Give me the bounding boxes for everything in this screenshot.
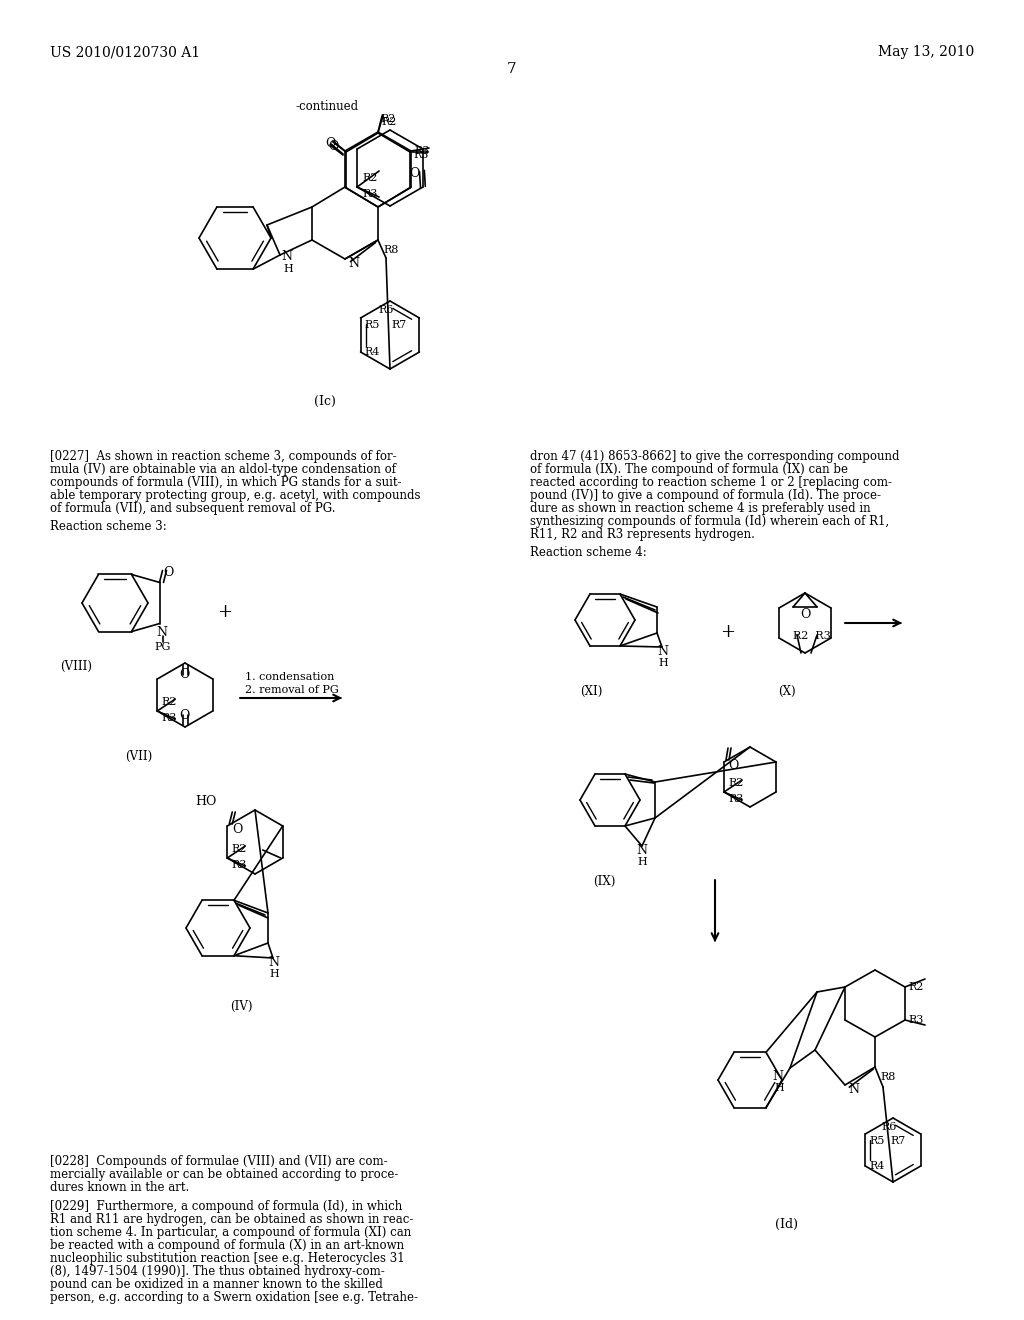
Text: R4: R4 xyxy=(365,347,380,356)
Text: -continued: -continued xyxy=(295,100,358,114)
Text: R2  R3: R2 R3 xyxy=(793,631,830,642)
Text: R6: R6 xyxy=(882,1122,897,1133)
Text: R3: R3 xyxy=(414,147,429,156)
Text: dure as shown in reaction scheme 4 is preferably used in: dure as shown in reaction scheme 4 is pr… xyxy=(530,502,870,515)
Text: 7: 7 xyxy=(507,62,517,77)
Text: Reaction scheme 4:: Reaction scheme 4: xyxy=(530,546,647,558)
Text: [0228]  Compounds of formulae (VIII) and (VII) are com-: [0228] Compounds of formulae (VIII) and … xyxy=(50,1155,388,1168)
Text: R2: R2 xyxy=(381,117,396,127)
Text: R3: R3 xyxy=(413,150,428,160)
Text: O: O xyxy=(328,140,338,153)
Text: R6: R6 xyxy=(378,305,393,315)
Text: R2: R2 xyxy=(231,843,247,854)
Text: R7: R7 xyxy=(891,1137,906,1146)
Text: H: H xyxy=(283,264,293,275)
Text: H: H xyxy=(637,857,647,867)
Text: R2: R2 xyxy=(728,777,743,788)
Text: O: O xyxy=(179,668,189,681)
Text: (Id): (Id) xyxy=(775,1218,798,1232)
Text: nucleophilic substitution reaction [see e.g. Heterocycles 31: nucleophilic substitution reaction [see … xyxy=(50,1251,404,1265)
Text: be reacted with a compound of formula (X) in an art-known: be reacted with a compound of formula (X… xyxy=(50,1239,404,1251)
Text: R5: R5 xyxy=(365,319,380,330)
Text: R3: R3 xyxy=(231,861,247,870)
Text: N: N xyxy=(348,257,359,271)
Text: pound (IV)] to give a compound of formula (Id). The proce-: pound (IV)] to give a compound of formul… xyxy=(530,488,881,502)
Text: R2: R2 xyxy=(908,982,924,993)
Text: R3: R3 xyxy=(908,1015,924,1026)
Text: mercially available or can be obtained according to proce-: mercially available or can be obtained a… xyxy=(50,1168,398,1181)
Text: R3: R3 xyxy=(162,713,177,723)
Text: R4: R4 xyxy=(869,1162,885,1171)
Text: (X): (X) xyxy=(778,685,796,698)
Text: R3: R3 xyxy=(728,795,743,804)
Text: [0229]  Furthermore, a compound of formula (Id), in which: [0229] Furthermore, a compound of formul… xyxy=(50,1200,402,1213)
Text: (XI): (XI) xyxy=(580,685,602,698)
Text: N: N xyxy=(268,956,279,969)
Text: N: N xyxy=(636,843,647,857)
Text: R11, R2 and R3 represents hydrogen.: R11, R2 and R3 represents hydrogen. xyxy=(530,528,755,541)
Text: O: O xyxy=(800,609,810,620)
Text: R7: R7 xyxy=(391,319,407,330)
Text: O: O xyxy=(232,822,243,836)
Text: H: H xyxy=(658,657,668,668)
Text: R2: R2 xyxy=(362,173,378,183)
Text: N: N xyxy=(657,645,668,657)
Text: N: N xyxy=(157,626,168,639)
Text: (IV): (IV) xyxy=(230,1001,253,1012)
Text: May 13, 2010: May 13, 2010 xyxy=(878,45,974,59)
Text: R1 and R11 are hydrogen, can be obtained as shown in reac-: R1 and R11 are hydrogen, can be obtained… xyxy=(50,1213,414,1226)
Text: synthesizing compounds of formula (Id) wherein each of R1,: synthesizing compounds of formula (Id) w… xyxy=(530,515,889,528)
Text: person, e.g. according to a Swern oxidation [see e.g. Tetrahe-: person, e.g. according to a Swern oxidat… xyxy=(50,1291,418,1304)
Text: (IX): (IX) xyxy=(593,875,615,888)
Text: US 2010/0120730 A1: US 2010/0120730 A1 xyxy=(50,45,200,59)
Text: N: N xyxy=(848,1082,859,1096)
Text: H: H xyxy=(269,969,279,979)
Text: (VIII): (VIII) xyxy=(60,660,92,673)
Text: R2: R2 xyxy=(162,697,177,708)
Text: O: O xyxy=(179,709,189,722)
Text: R8: R8 xyxy=(880,1072,895,1082)
Text: Reaction scheme 3:: Reaction scheme 3: xyxy=(50,520,167,533)
Text: of formula (IX). The compound of formula (IX) can be: of formula (IX). The compound of formula… xyxy=(530,463,848,477)
Text: +: + xyxy=(217,603,232,620)
Text: R8: R8 xyxy=(383,246,398,255)
Text: able temporary protecting group, e.g. acetyl, with compounds: able temporary protecting group, e.g. ac… xyxy=(50,488,421,502)
Text: O: O xyxy=(728,759,738,772)
Text: R2: R2 xyxy=(380,114,395,124)
Text: N: N xyxy=(281,249,292,263)
Text: 2. removal of PG: 2. removal of PG xyxy=(245,685,339,696)
Text: 1. condensation: 1. condensation xyxy=(245,672,335,682)
Text: reacted according to reaction scheme 1 or 2 [replacing com-: reacted according to reaction scheme 1 o… xyxy=(530,477,892,488)
Text: [0227]  As shown in reaction scheme 3, compounds of for-: [0227] As shown in reaction scheme 3, co… xyxy=(50,450,396,463)
Text: N: N xyxy=(772,1071,783,1082)
Text: PG: PG xyxy=(155,642,171,652)
Text: R5: R5 xyxy=(869,1137,885,1146)
Text: mula (IV) are obtainable via an aldol-type condensation of: mula (IV) are obtainable via an aldol-ty… xyxy=(50,463,396,477)
Text: pound can be oxidized in a manner known to the skilled: pound can be oxidized in a manner known … xyxy=(50,1278,383,1291)
Text: (VII): (VII) xyxy=(125,750,153,763)
Text: HO: HO xyxy=(195,795,216,808)
Text: compounds of formula (VIII), in which PG stands for a suit-: compounds of formula (VIII), in which PG… xyxy=(50,477,401,488)
Text: tion scheme 4. In particular, a compound of formula (XI) can: tion scheme 4. In particular, a compound… xyxy=(50,1226,412,1239)
Text: dures known in the art.: dures known in the art. xyxy=(50,1181,189,1195)
Text: O: O xyxy=(325,137,336,150)
Text: +: + xyxy=(720,623,735,642)
Text: (Ic): (Ic) xyxy=(314,395,336,408)
Text: R3: R3 xyxy=(362,189,378,199)
Text: H: H xyxy=(774,1082,783,1093)
Text: of formula (VII), and subsequent removal of PG.: of formula (VII), and subsequent removal… xyxy=(50,502,336,515)
Text: O: O xyxy=(164,566,174,579)
Text: O: O xyxy=(409,168,419,180)
Text: dron 47 (41) 8653-8662] to give the corresponding compound: dron 47 (41) 8653-8662] to give the corr… xyxy=(530,450,899,463)
Text: (8), 1497-1504 (1990)]. The thus obtained hydroxy-com-: (8), 1497-1504 (1990)]. The thus obtaine… xyxy=(50,1265,385,1278)
